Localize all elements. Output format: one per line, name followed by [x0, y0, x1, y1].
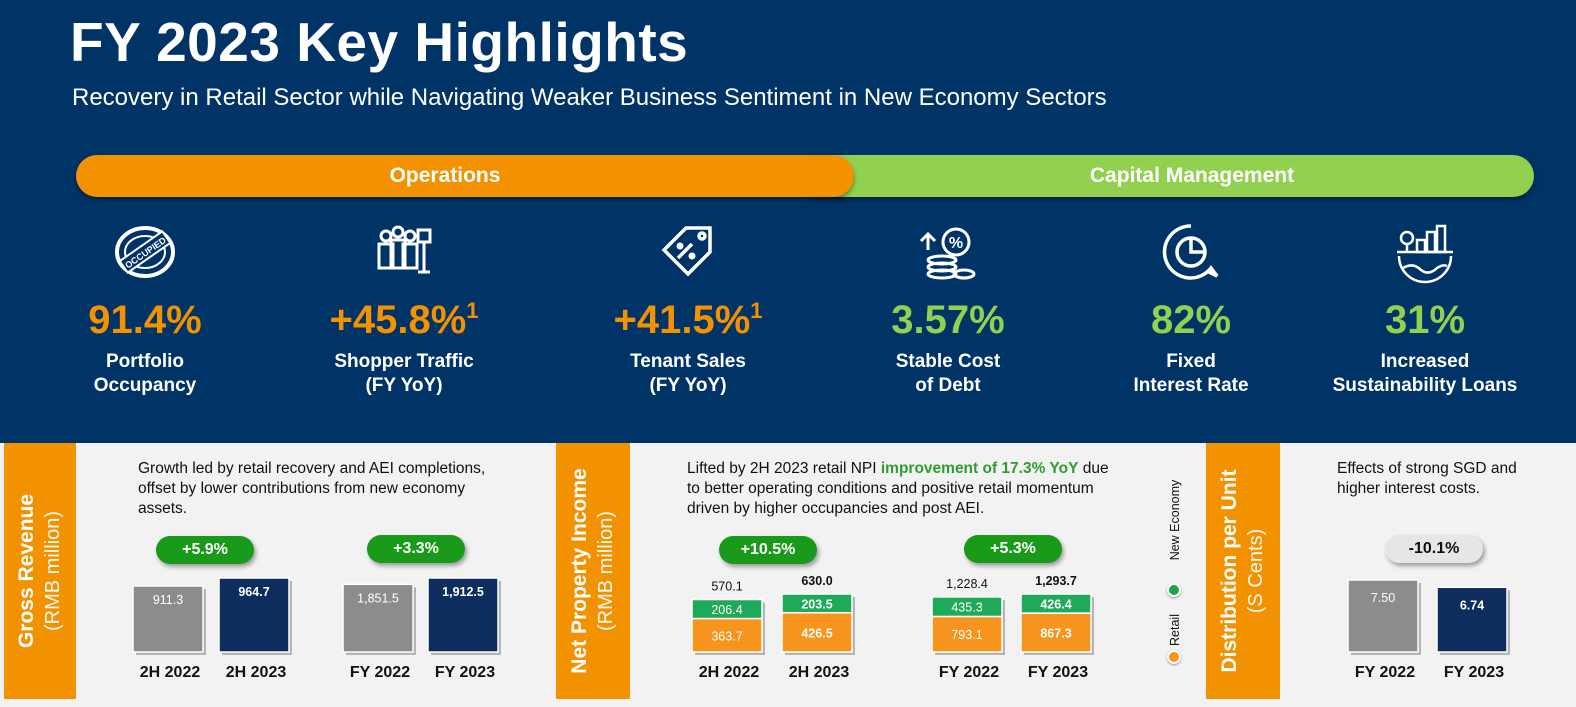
- category-label: FY 2023: [435, 664, 495, 681]
- bar-value-label: 426.5: [801, 626, 832, 640]
- bar-value-label: 793.1: [951, 628, 982, 642]
- growth-badge: +10.5%: [719, 536, 817, 564]
- page-subtitle: Recovery in Retail Sector while Navigati…: [72, 84, 1107, 111]
- green-city-icon: [1397, 224, 1453, 284]
- svg-text:%: %: [949, 235, 963, 252]
- page-title: FY 2023 Key Highlights: [70, 11, 689, 73]
- bar: [342, 583, 414, 653]
- kpi-label: Increased Sustainability Loans: [1332, 351, 1518, 396]
- bar-value-label: 426.4: [1040, 598, 1071, 612]
- bar-value-label: 1,851.5: [357, 591, 399, 605]
- kpi-portfolio-occupancy: OCCUPIED 91.4% Portfolio Occupancy: [25, 220, 265, 398]
- legend-swatch: [1167, 650, 1181, 664]
- capital-management-banner: Capital Management: [810, 155, 1534, 197]
- growth-badge: +3.3%: [367, 535, 465, 563]
- bar-value-label: 1,912.5: [442, 585, 484, 599]
- npi-legend: New Economy Retail: [1150, 480, 1200, 683]
- bar-value-label: 363.7: [711, 629, 742, 643]
- kpi-value: 3.57%: [891, 298, 1005, 342]
- bar-new-economy: [781, 593, 853, 614]
- kpi-label: Stable Cost of Debt: [895, 351, 1001, 396]
- kpi-label: Tenant Sales (FY YoY): [630, 351, 746, 396]
- bar: [427, 577, 499, 653]
- bar-value-label: 867.3: [1040, 627, 1071, 641]
- category-label: 2H 2023: [789, 664, 850, 681]
- bar-value-label: 7.50: [1371, 591, 1395, 605]
- kpi-tenant-sales: +41.5%1 Tenant Sales (FY YoY): [568, 220, 808, 398]
- bar-new-economy: [931, 596, 1003, 618]
- bar: [1436, 586, 1508, 653]
- kpi-label: Fixed Interest Rate: [1133, 351, 1249, 396]
- category-label: FY 2023: [1028, 664, 1088, 681]
- growth-badge: -10.1%: [1385, 535, 1483, 563]
- total-label: 1,228.4: [946, 577, 988, 591]
- occupied-stamp-icon: OCCUPIED: [115, 226, 175, 278]
- category-label: FY 2022: [1355, 664, 1415, 681]
- total-label: 1,293.7: [1035, 574, 1077, 588]
- bar-retail: [691, 617, 763, 653]
- percent-tag-icon: [661, 226, 712, 277]
- bar-value-label: 435.3: [951, 601, 982, 615]
- dpu-description: Effects of strong SGD and higher interes…: [1337, 460, 1517, 497]
- gross-revenue-label: Gross Revenue (RMB million): [4, 443, 76, 699]
- bar: [1347, 579, 1419, 653]
- bar-retail: [781, 611, 853, 653]
- category-label: FY 2022: [350, 664, 410, 681]
- category-label: 2H 2022: [699, 664, 760, 681]
- kpi-value: 82%: [1150, 298, 1232, 342]
- bar: [132, 585, 204, 653]
- bar-value-label: 206.4: [711, 603, 742, 617]
- kpi-label: Shopper Traffic (FY YoY): [334, 351, 474, 396]
- total-label: 630.0: [801, 574, 832, 588]
- financial-panels: [0, 443, 1576, 707]
- kpi-label: Portfolio Occupancy: [93, 351, 197, 396]
- category-label: FY 2022: [939, 664, 999, 681]
- category-label: FY 2023: [1444, 664, 1504, 681]
- kpi-value: 31%: [1384, 298, 1466, 342]
- pie-chat-icon: [1162, 224, 1219, 280]
- bar-value-label: 203.5: [801, 597, 832, 611]
- coins-percent-icon: %: [919, 227, 976, 280]
- bar-retail: [1020, 612, 1092, 653]
- bar-value-label: 964.7: [238, 585, 269, 599]
- total-label: 570.1: [711, 580, 742, 594]
- legend-swatch: [1167, 583, 1181, 597]
- shopper-crowd-icon: [377, 225, 432, 274]
- kpi-cost-of-debt: % 3.57% Stable Cost of Debt: [828, 220, 1068, 398]
- dpu-label: Distribution per Unit (S Cents): [1206, 443, 1280, 699]
- operations-banner: Operations: [76, 155, 854, 197]
- bar: [218, 577, 290, 653]
- kpi-fixed-interest-rate: 82% Fixed Interest Rate: [1071, 220, 1311, 398]
- npi-label: Net Property Income (RMB million): [556, 443, 630, 699]
- financial-charts: 911.3 2H 2022 964.7 2H 2023 1,851.5 FY 2022 1,…: [132, 574, 1510, 681]
- kpi-value: +41.5%1: [613, 298, 763, 342]
- bar-value-label: 911.3: [153, 593, 183, 607]
- growth-badge: +5.3%: [964, 535, 1062, 563]
- kpi-value: 91.4%: [88, 298, 202, 342]
- bar-new-economy: [691, 598, 763, 620]
- growth-badge: +5.9%: [156, 536, 254, 564]
- category-label: 2H 2022: [140, 664, 201, 681]
- kpi-shopper-traffic: +45.8%1 Shopper Traffic (FY YoY): [284, 220, 524, 398]
- bar-retail: [931, 615, 1003, 653]
- gross-revenue-description: Growth led by retail recovery and AEI co…: [138, 460, 486, 517]
- bar-value-label: 6.74: [1460, 598, 1484, 612]
- kpi-value: +45.8%1: [329, 298, 479, 342]
- kpi-sustainability-loans: 31% Increased Sustainability Loans: [1305, 220, 1545, 398]
- bar-new-economy: [1020, 593, 1092, 614]
- category-label: 2H 2023: [226, 664, 287, 681]
- npi-description: Lifted by 2H 2023 retail NPI improvement…: [687, 460, 1109, 517]
